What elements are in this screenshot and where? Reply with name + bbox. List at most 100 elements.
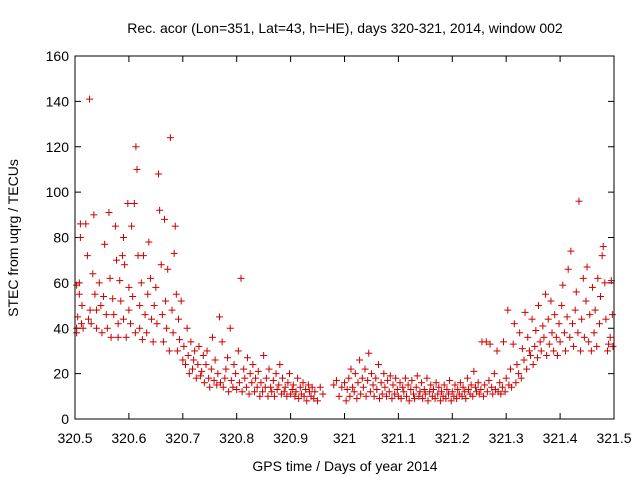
- data-point: [111, 222, 119, 230]
- data-point: [373, 386, 381, 394]
- data-point: [103, 324, 111, 332]
- data-point: [435, 383, 443, 391]
- axis-ticks: 320.5 320.6 320.7 320.8 320.9 321 321.1 321.2 32…: [46, 48, 632, 446]
- data-point: [424, 397, 432, 405]
- data-point: [386, 372, 394, 380]
- data-point: [93, 306, 101, 314]
- data-point: [338, 383, 346, 391]
- data-point: [226, 324, 234, 332]
- data-point: [421, 390, 429, 398]
- data-point: [588, 283, 596, 291]
- data-point: [283, 392, 291, 400]
- data-point: [488, 383, 496, 391]
- data-point: [396, 379, 404, 387]
- data-point: [419, 395, 427, 403]
- data-point: [560, 329, 568, 337]
- data-point: [250, 388, 258, 396]
- data-point: [114, 320, 122, 328]
- y-tick-label: 80: [53, 230, 69, 246]
- data-point: [308, 383, 316, 391]
- data-point: [507, 365, 515, 373]
- data-point: [416, 388, 424, 396]
- data-point: [500, 338, 508, 346]
- data-point: [332, 376, 340, 384]
- data-point: [349, 383, 357, 391]
- data-point: [121, 261, 129, 269]
- data-point: [206, 383, 214, 391]
- data-point: [106, 274, 114, 282]
- data-point: [215, 313, 223, 321]
- y-tick-label: 120: [46, 139, 70, 155]
- y-tick-label: 140: [46, 93, 70, 109]
- data-point: [590, 329, 598, 337]
- data-point: [599, 243, 607, 251]
- data-point: [243, 354, 251, 362]
- data-point: [132, 143, 140, 151]
- data-point: [219, 383, 227, 391]
- data-point: [405, 397, 413, 405]
- data-point: [399, 383, 407, 391]
- data-point: [146, 274, 154, 282]
- data-point: [377, 379, 385, 387]
- data-point: [502, 374, 510, 382]
- data-point: [153, 320, 161, 328]
- data-point: [91, 290, 99, 298]
- data-point: [470, 367, 478, 375]
- data-point: [145, 238, 153, 246]
- data-point: [286, 370, 294, 378]
- data-point: [357, 390, 365, 398]
- data-point: [354, 379, 362, 387]
- data-point: [238, 388, 246, 396]
- data-point: [176, 336, 184, 344]
- data-point: [531, 342, 539, 350]
- data-point: [535, 302, 543, 310]
- data-point: [202, 361, 210, 369]
- data-point: [384, 376, 392, 384]
- data-point: [194, 361, 202, 369]
- data-point: [268, 388, 276, 396]
- data-point: [117, 297, 125, 305]
- data-point: [165, 347, 173, 355]
- data-point: [536, 338, 544, 346]
- data-point: [173, 347, 181, 355]
- data-point: [418, 379, 426, 387]
- data-point: [107, 333, 115, 341]
- x-tick-label: 320.9: [273, 430, 308, 446]
- data-point: [517, 374, 525, 382]
- x-tick-label: 321.3: [489, 430, 524, 446]
- data-point: [222, 365, 230, 373]
- data-point: [131, 329, 139, 337]
- data-point: [203, 347, 211, 355]
- data-point: [116, 277, 124, 285]
- data-point: [276, 361, 284, 369]
- data-point: [462, 395, 470, 403]
- data-point: [582, 297, 590, 305]
- data-point: [432, 379, 440, 387]
- data-point: [391, 390, 399, 398]
- data-point: [378, 390, 386, 398]
- data-point: [208, 333, 216, 341]
- data-point: [156, 206, 164, 214]
- data-point: [83, 252, 91, 260]
- data-point: [310, 395, 318, 403]
- data-point: [381, 383, 389, 391]
- data-point: [415, 392, 423, 400]
- data-point: [351, 370, 359, 378]
- data-point: [240, 365, 248, 373]
- data-point: [497, 390, 505, 398]
- data-point: [532, 327, 540, 335]
- data-point: [545, 340, 553, 348]
- data-point: [570, 342, 578, 350]
- data-point: [453, 395, 461, 403]
- data-point: [87, 320, 95, 328]
- data-point: [366, 388, 374, 396]
- data-point: [210, 376, 218, 384]
- data-point: [446, 376, 454, 384]
- data-point: [525, 347, 533, 355]
- data-point: [280, 388, 288, 396]
- data-point: [90, 211, 98, 219]
- data-point: [284, 379, 292, 387]
- data-point: [174, 315, 182, 323]
